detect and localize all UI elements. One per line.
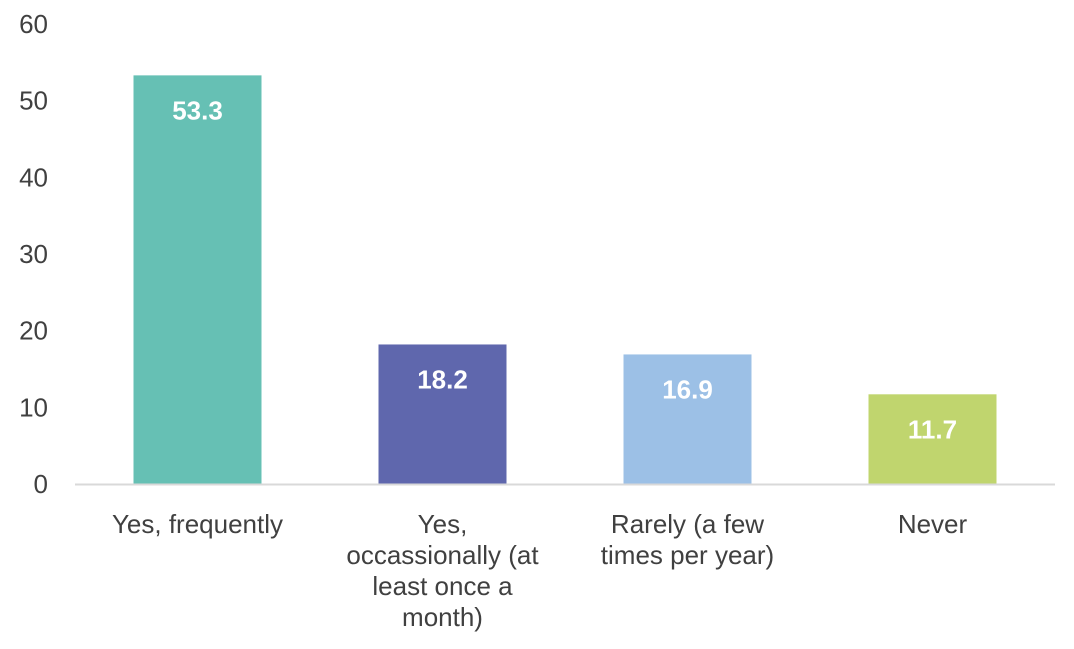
x-axis-category-labels: Yes, frequently Yes,occassionally (atleas…: [112, 509, 968, 632]
x-category-label: least once a: [372, 571, 513, 601]
bar: [868, 394, 997, 484]
x-category-label: Yes,: [418, 509, 468, 539]
bar-data-label: 18.2: [417, 364, 468, 394]
x-category-label: Yes, frequently: [112, 509, 283, 539]
y-tick-label: 0: [34, 469, 48, 499]
y-tick-label: 40: [19, 162, 48, 192]
x-category-label: occassionally (at: [346, 540, 539, 570]
bar-data-label: 16.9: [662, 374, 713, 404]
bar-data-label: 53.3: [172, 95, 223, 125]
y-tick-label: 60: [19, 9, 48, 39]
x-category-label: times per year): [601, 540, 774, 570]
bar: [133, 75, 262, 484]
bar: [378, 344, 507, 484]
x-category-label: month): [402, 602, 483, 632]
y-tick-label: 30: [19, 239, 48, 269]
y-axis-ticks: 0 10 20 30 40 50 60: [19, 9, 48, 499]
x-category-label: Never: [898, 509, 968, 539]
bar-series: [133, 75, 997, 484]
y-tick-label: 50: [19, 86, 48, 116]
bar-data-label: 11.7: [908, 414, 957, 444]
bar: [623, 354, 752, 484]
y-tick-label: 10: [19, 392, 48, 422]
data-labels: 53.3 18.2 16.9 11.7: [172, 95, 957, 444]
x-category-label: Rarely (a few: [611, 509, 764, 539]
y-tick-label: 20: [19, 316, 48, 346]
